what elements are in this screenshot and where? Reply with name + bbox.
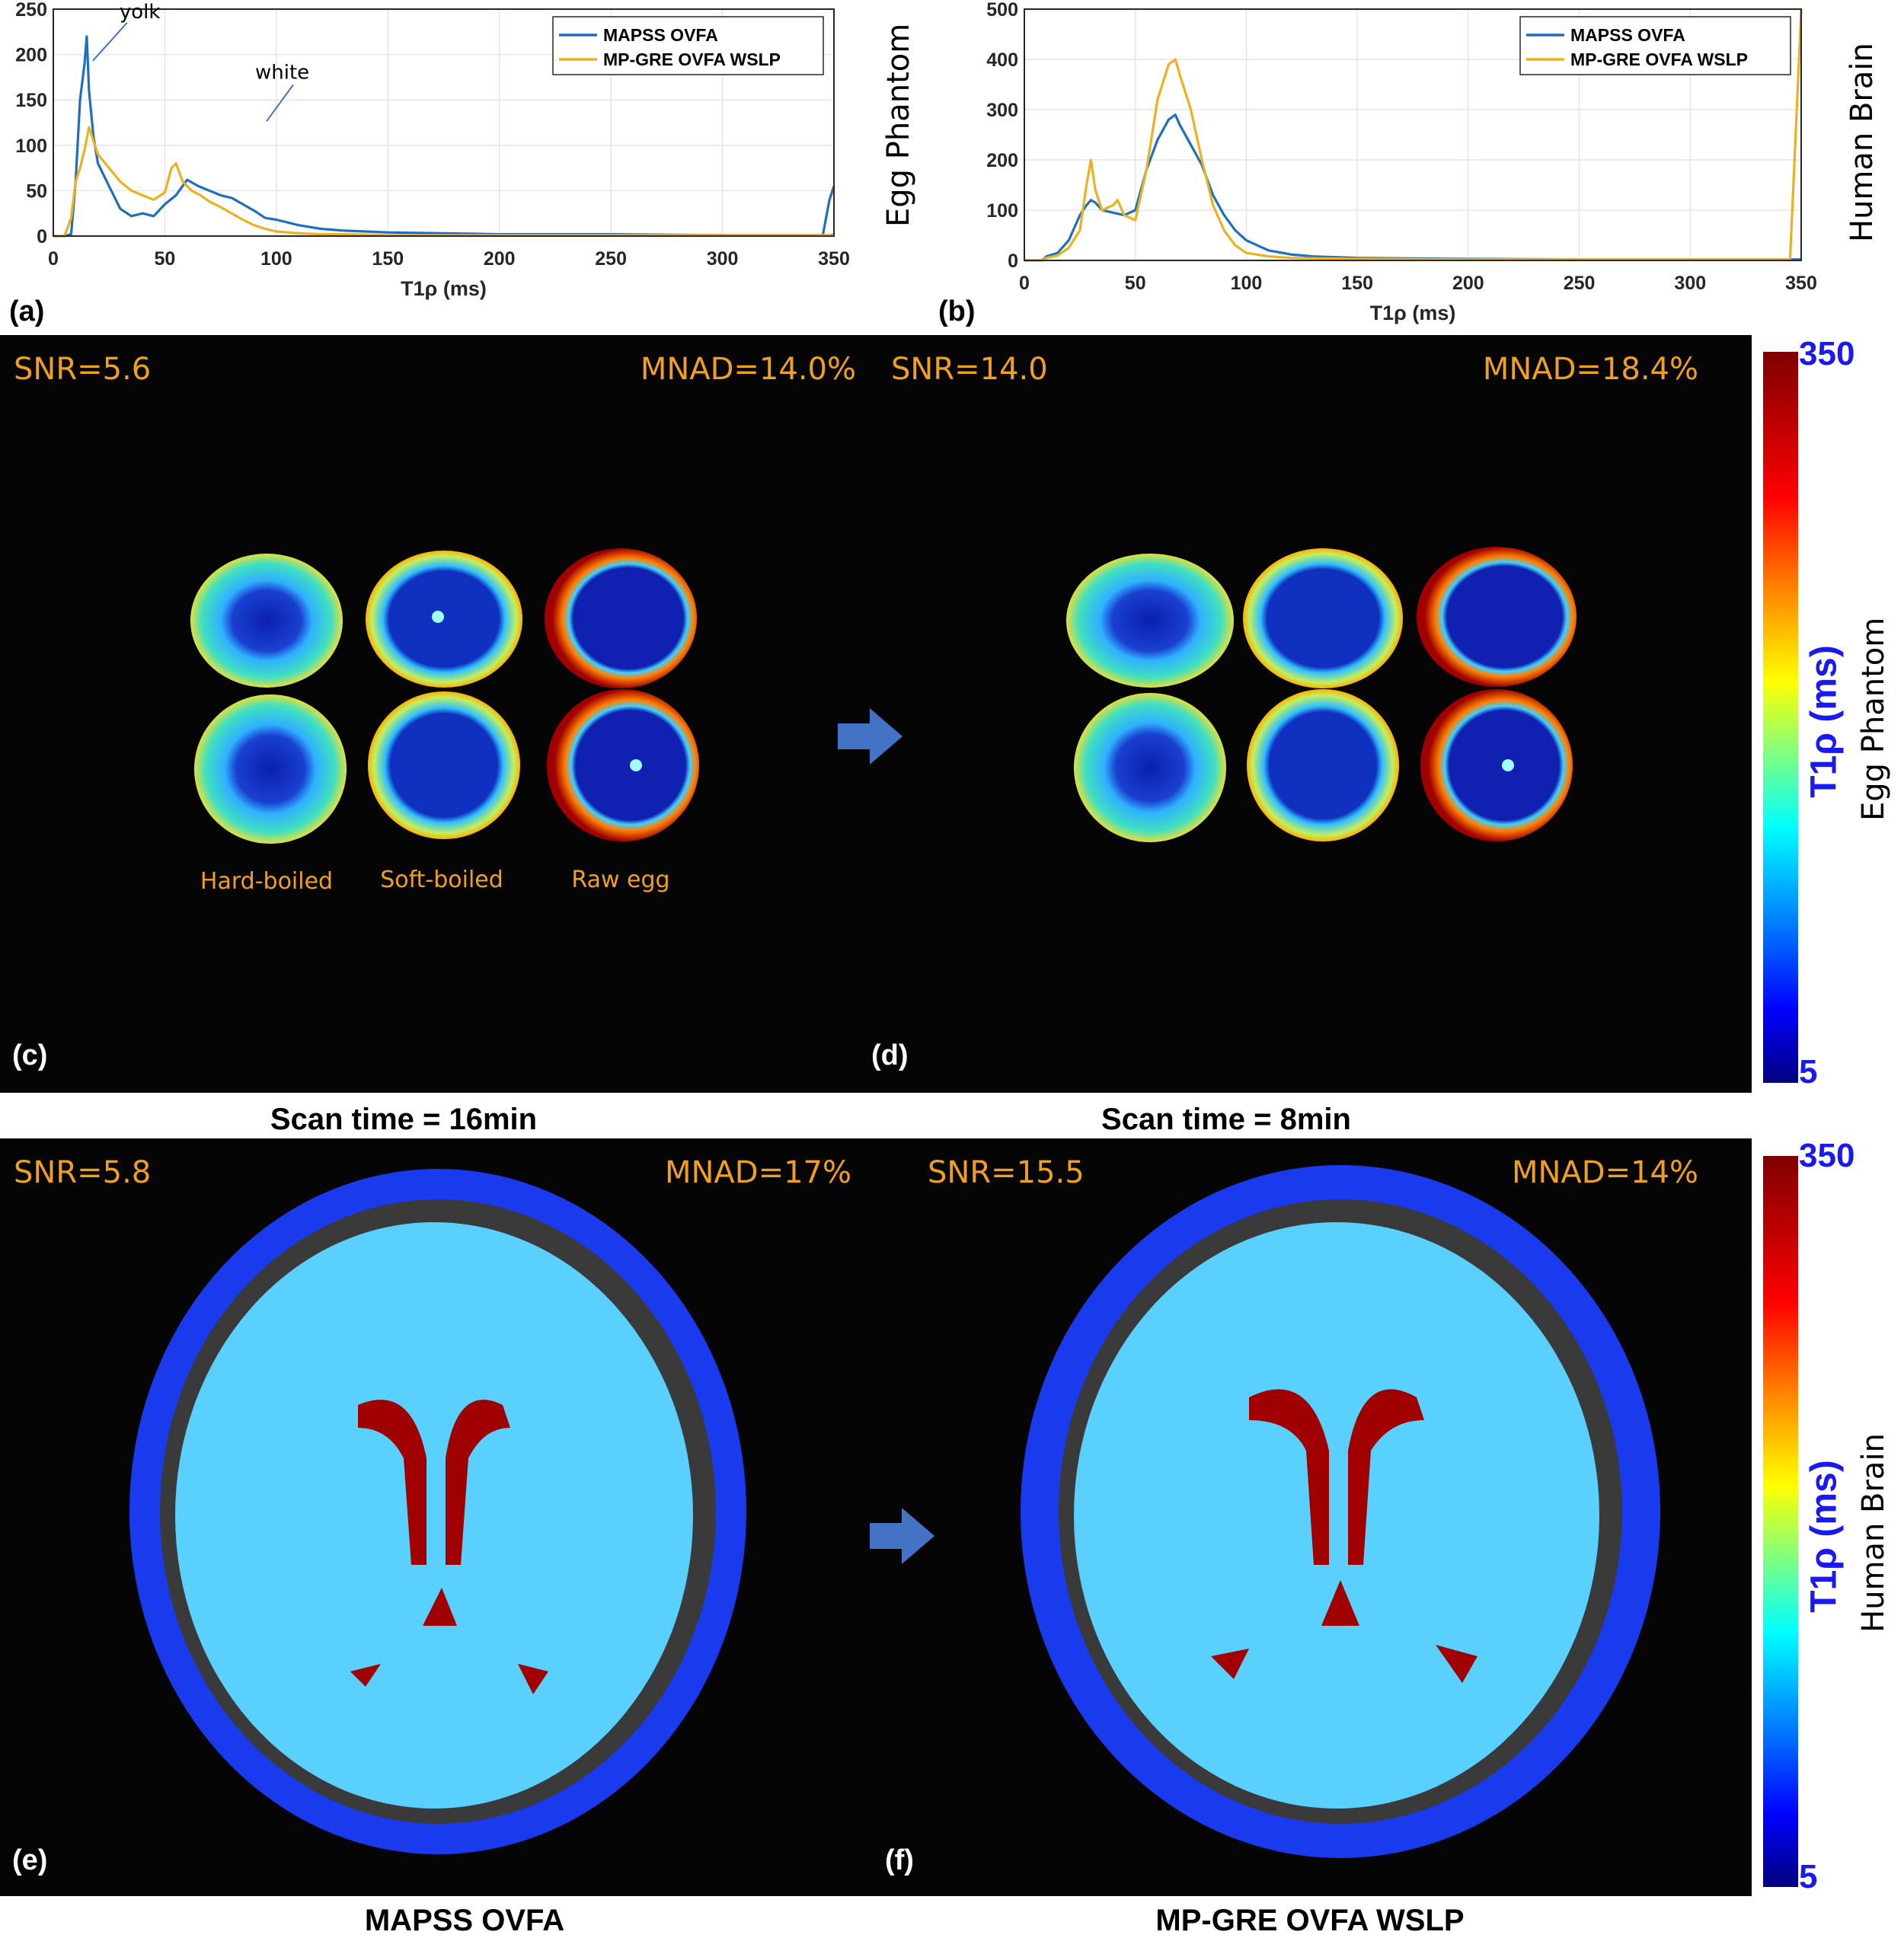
colorbar-brain bbox=[1763, 1156, 1798, 1887]
brain-map-f-image bbox=[1021, 1165, 1660, 1858]
legend-label-1: MAPSS OVFA bbox=[603, 25, 718, 45]
colorbar-egg bbox=[1763, 352, 1798, 1083]
panel-label-f: (f) bbox=[885, 1844, 914, 1876]
brain-map-e-image bbox=[129, 1169, 746, 1854]
colorbar-egg-min: 5 bbox=[1799, 1053, 1818, 1090]
snr-value-f: SNR=15.5 bbox=[928, 1155, 1085, 1190]
scan-time-left: Scan time = 16min bbox=[270, 1103, 538, 1136]
method-left: MAPSS OVFA bbox=[364, 1904, 565, 1937]
annotation-yolk: yolk bbox=[120, 1, 161, 24]
series-line-2 bbox=[1024, 8, 1803, 262]
x-tick-label: 300 bbox=[707, 248, 739, 270]
x-tick-label: 50 bbox=[1125, 273, 1146, 294]
annotation-arrow-white bbox=[266, 84, 294, 122]
snr-value-d: SNR=14.0 bbox=[891, 352, 1048, 387]
mnad-value-d: MNAD=18.4% bbox=[1482, 352, 1698, 387]
y-tick-label: 400 bbox=[986, 49, 1018, 71]
legend-label-2: MP-GRE OVFA WSLP bbox=[603, 49, 781, 69]
plot-b-brain-histogram: 0 50 100 150 200 250 300 350 0 100 200 300 400 500 T1ρ… bbox=[986, 0, 1817, 324]
series-line-1 bbox=[1024, 113, 1801, 262]
colorbar-brain-side-label: Human Brain bbox=[1856, 1433, 1891, 1633]
method-right: MP-GRE OVFA WSLP bbox=[1155, 1904, 1465, 1937]
x-tick-label: 100 bbox=[260, 248, 292, 270]
x-tick-label: 350 bbox=[818, 248, 850, 270]
series-line-1 bbox=[53, 35, 835, 238]
x-tick-label: 250 bbox=[1564, 273, 1596, 294]
arrow-right-icon-2 bbox=[870, 1508, 934, 1564]
mnad-value-c: MNAD=14.0% bbox=[640, 352, 856, 387]
legend-label-1: MAPSS OVFA bbox=[1570, 25, 1685, 45]
y-tick-label: 150 bbox=[15, 90, 47, 111]
legend-box bbox=[1519, 16, 1791, 75]
egg-name-raw-egg: Raw egg bbox=[571, 867, 670, 893]
y-tick-label: 200 bbox=[15, 45, 47, 66]
colorbar-egg-side-label: Egg Phantom bbox=[1856, 617, 1891, 821]
egg-map-panel-d: SNR=14.0 MNAD=18.4% (d) bbox=[868, 335, 1752, 1093]
snr-value-e: SNR=5.8 bbox=[14, 1155, 152, 1190]
x-tick-label: 100 bbox=[1231, 273, 1263, 294]
x-tick-label: 200 bbox=[1452, 273, 1484, 294]
x-tick-label: 250 bbox=[595, 248, 627, 270]
plot-a-egg-histogram: 0 50 100 150 200 250 300 350 0 50 100 150 200 250 T1ρ … bbox=[15, 0, 850, 300]
panel-label-a: (a) bbox=[9, 295, 45, 327]
y-tick-label: 250 bbox=[15, 0, 47, 21]
x-tick-label: 200 bbox=[484, 248, 516, 270]
colorbar-brain-title: T1ρ (ms) bbox=[1803, 1460, 1845, 1613]
y-tick-label: 100 bbox=[986, 200, 1018, 222]
egg-map-d-image bbox=[1066, 547, 1577, 842]
brain-map-panel-e: SNR=5.8 MNAD=17% (e) bbox=[0, 1138, 868, 1896]
histogram-plots: 0 50 100 150 200 250 300 350 0 50 100 150 200 250 T1ρ … bbox=[15, 0, 1817, 324]
plot-frame bbox=[1024, 8, 1802, 261]
x-tick-label: 0 bbox=[48, 248, 59, 270]
x-axis-label: T1ρ (ms) bbox=[401, 277, 487, 300]
y-tick-label: 50 bbox=[26, 180, 47, 202]
egg-phantom-side-label: Egg Phantom bbox=[881, 23, 916, 227]
panel-label-c: (c) bbox=[12, 1039, 48, 1071]
egg-map-panel-c: SNR=5.6 MNAD=14.0% Hard-boiled Soft-boil… bbox=[0, 335, 868, 1093]
colorbar-egg-max: 350 bbox=[1799, 335, 1855, 372]
snr-value-c: SNR=5.6 bbox=[14, 352, 152, 387]
egg-name-soft-boiled: Soft-boiled bbox=[380, 867, 503, 893]
y-tick-label: 0 bbox=[37, 226, 47, 247]
arrow-right-icon bbox=[838, 708, 902, 765]
y-tick-label: 500 bbox=[986, 0, 1018, 21]
y-tick-label: 100 bbox=[15, 136, 47, 157]
legend-box bbox=[552, 16, 824, 75]
y-tick-label: 0 bbox=[1008, 251, 1018, 272]
series-line-2 bbox=[53, 126, 835, 238]
scan-time-right: Scan time = 8min bbox=[1101, 1103, 1351, 1136]
x-axis-label: T1ρ (ms) bbox=[1370, 302, 1456, 324]
annotation-white: white bbox=[255, 61, 309, 84]
brain-map-panel-f: SNR=15.5 MNAD=14% (f) bbox=[868, 1138, 1752, 1896]
x-tick-label: 150 bbox=[372, 248, 404, 270]
mnad-value-f: MNAD=14% bbox=[1511, 1155, 1698, 1190]
annotation-arrow-yolk bbox=[92, 22, 128, 62]
x-tick-label: 300 bbox=[1674, 273, 1706, 294]
y-tick-label: 200 bbox=[986, 150, 1018, 171]
human-brain-side-label: Human Brain bbox=[1845, 43, 1880, 242]
egg-map-c-image bbox=[190, 548, 699, 844]
panel-label-d: (d) bbox=[871, 1039, 909, 1071]
x-tick-label: 350 bbox=[1785, 273, 1817, 294]
mnad-value-e: MNAD=17% bbox=[664, 1155, 851, 1190]
legend-label-2: MP-GRE OVFA WSLP bbox=[1570, 49, 1748, 69]
x-tick-label: 150 bbox=[1341, 273, 1373, 294]
x-tick-label: 50 bbox=[155, 248, 176, 270]
x-tick-label: 0 bbox=[1019, 273, 1030, 294]
panel-label-b: (b) bbox=[938, 295, 976, 327]
colorbar-brain-min: 5 bbox=[1799, 1858, 1818, 1895]
plot-frame bbox=[53, 8, 835, 237]
colorbar-egg-title: T1ρ (ms) bbox=[1803, 645, 1845, 798]
egg-name-hard-boiled: Hard-boiled bbox=[200, 868, 334, 895]
y-tick-label: 300 bbox=[986, 100, 1018, 121]
panel-label-e: (e) bbox=[12, 1844, 48, 1876]
colorbar-brain-max: 350 bbox=[1799, 1137, 1855, 1174]
